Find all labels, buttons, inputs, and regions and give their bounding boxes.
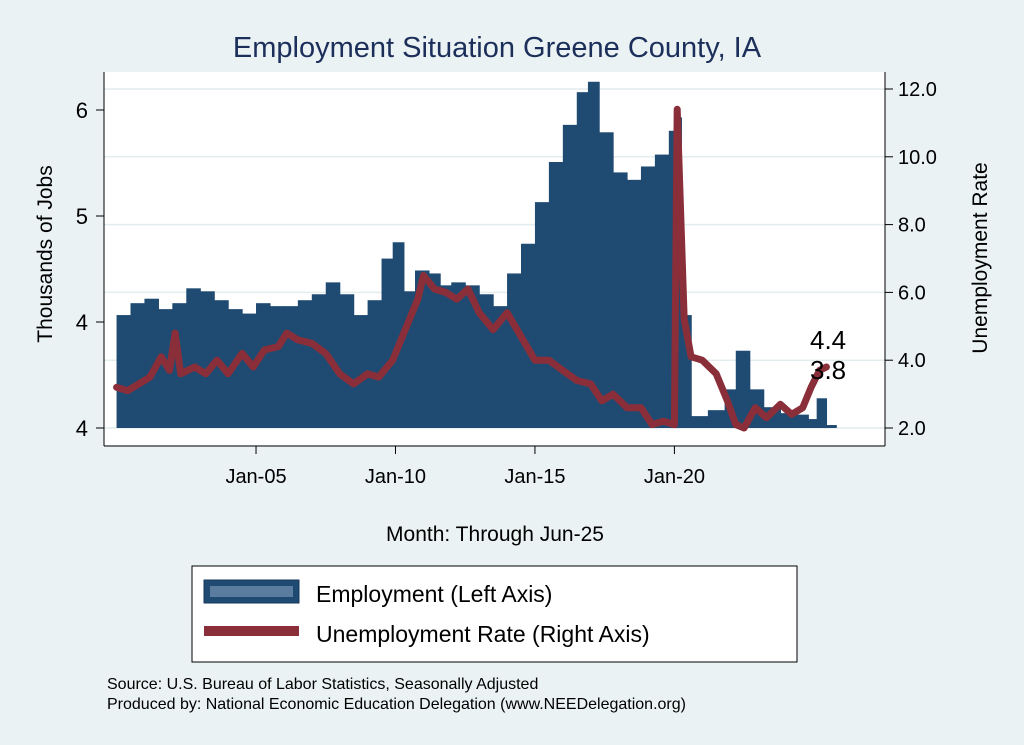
employment-bar: [816, 398, 828, 428]
right-axis-tick-label: 4.0: [898, 350, 926, 372]
right-axis-title: Unemployment Rate: [969, 162, 992, 353]
unemployment-line: [113, 105, 830, 432]
legend-employment-label: Employment (Left Axis): [316, 581, 552, 607]
employment-bar: [242, 313, 257, 428]
employment-bar: [599, 132, 614, 428]
employment-bar: [144, 298, 159, 428]
employment-bar: [520, 243, 536, 428]
employment-bar: [269, 306, 285, 428]
produced-by-line: Produced by: National Economic Education…: [107, 696, 686, 713]
right-axis-tick-label: 12.0: [898, 79, 937, 101]
employment-bar: [681, 315, 692, 428]
employment-bar: [353, 315, 369, 428]
employment-bar: [735, 350, 751, 428]
employment-bar: [325, 282, 341, 428]
employment-bar: [707, 410, 726, 428]
employment-bar: [562, 124, 578, 429]
legend-employment-swatch-inner: [210, 586, 293, 597]
unemployment-line-layer: [113, 105, 830, 432]
right-axis-tick-label: 8.0: [898, 215, 926, 237]
employment-bar: [440, 285, 452, 428]
employment-bar: [613, 172, 628, 428]
unemployment-end-label: 3.8: [810, 355, 846, 385]
chart-title: Employment Situation Greene County, IA: [233, 32, 762, 64]
legend-unemployment-label: Unemployment Rate (Right Axis): [316, 621, 650, 647]
employment-bar: [428, 273, 441, 428]
left-axis-title: Thousands of Jobs: [34, 165, 57, 342]
left-axis-tick-label: 5: [76, 204, 88, 229]
right-axis-tick-label: 10.0: [898, 147, 937, 169]
left-axis-tick-label: 4: [76, 310, 88, 335]
source-line: Source: U.S. Bureau of Labor Statistics,…: [107, 676, 538, 693]
right-axis-tick-label: 6.0: [898, 282, 926, 304]
x-axis-tick-label: Jan-20: [644, 466, 705, 488]
employment-bar: [367, 300, 383, 428]
employment-bar: [311, 294, 327, 428]
x-axis-tick-label: Jan-15: [504, 466, 565, 488]
employment-bar: [576, 92, 589, 429]
employment-bar: [654, 154, 670, 428]
employment-bar: [507, 273, 522, 428]
employment-bar: [283, 306, 299, 428]
employment-bar: [826, 425, 837, 428]
employment-bar: [200, 291, 215, 428]
left-axis-tick-label: 4: [76, 416, 88, 441]
employment-bar: [415, 270, 430, 428]
employment-bar: [794, 414, 809, 428]
x-axis-tick-label: Jan-10: [365, 466, 426, 488]
employment-bar: [451, 282, 466, 428]
employment-bar: [256, 303, 271, 428]
employment-bar: [691, 416, 709, 428]
left-axis-tick-label: 6: [76, 98, 88, 123]
employment-bar: [548, 162, 564, 428]
x-axis-tick-label: Jan-05: [225, 466, 286, 488]
employment-bar: [130, 303, 146, 428]
employment-bar: [626, 179, 642, 428]
employment-bars: [116, 81, 837, 429]
employment-bar: [465, 285, 480, 428]
axis-ticks: 4 4 5 6 2.0 4.0 6.0 8.0 10.0 12.0 Jan-05 Jan-10 Jan-…: [76, 79, 937, 488]
employment-bar: [297, 300, 313, 428]
employment-bar: [587, 81, 600, 428]
x-axis-title: Month: Through Jun-25: [386, 523, 604, 546]
employment-bar: [403, 291, 416, 428]
employment-bar: [640, 166, 656, 428]
right-axis-tick-label: 2.0: [898, 418, 926, 440]
employment-bar: [186, 288, 201, 428]
employment-bar: [392, 242, 405, 428]
employment-end-label: 4.4: [810, 325, 846, 355]
employment-bar: [116, 315, 132, 428]
employment-bar: [808, 419, 818, 428]
employment-bar: [339, 294, 355, 428]
employment-bar: [493, 306, 508, 428]
axes: [103, 72, 886, 447]
legend: Employment (Left Axis) Unemployment Rate…: [191, 565, 798, 663]
employment-bar: [381, 258, 394, 428]
employment-bar: [534, 202, 550, 428]
